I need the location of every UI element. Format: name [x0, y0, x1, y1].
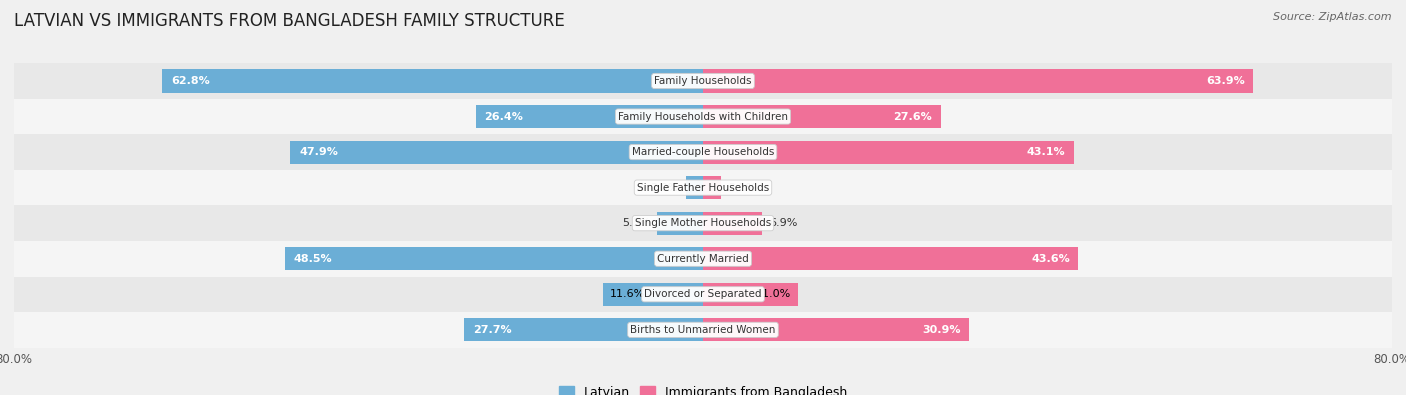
- Bar: [703, 318, 969, 341]
- Bar: [464, 318, 703, 341]
- Text: 27.6%: 27.6%: [893, 111, 932, 122]
- Text: LATVIAN VS IMMIGRANTS FROM BANGLADESH FAMILY STRUCTURE: LATVIAN VS IMMIGRANTS FROM BANGLADESH FA…: [14, 12, 565, 30]
- Bar: [658, 212, 703, 235]
- Text: 43.1%: 43.1%: [1026, 147, 1066, 157]
- Text: Currently Married: Currently Married: [657, 254, 749, 264]
- Text: 30.9%: 30.9%: [922, 325, 960, 335]
- Text: Divorced or Separated: Divorced or Separated: [644, 289, 762, 299]
- Bar: [703, 70, 1253, 92]
- Text: 26.4%: 26.4%: [484, 111, 523, 122]
- Text: Births to Unmarried Women: Births to Unmarried Women: [630, 325, 776, 335]
- Bar: [475, 105, 703, 128]
- Text: Single Mother Households: Single Mother Households: [636, 218, 770, 228]
- Text: 62.8%: 62.8%: [170, 76, 209, 86]
- Legend: Latvian, Immigrants from Bangladesh: Latvian, Immigrants from Bangladesh: [554, 381, 852, 395]
- FancyBboxPatch shape: [14, 63, 1392, 99]
- Bar: [603, 283, 703, 306]
- Text: 48.5%: 48.5%: [294, 254, 333, 264]
- Bar: [703, 212, 762, 235]
- Bar: [703, 176, 721, 199]
- FancyBboxPatch shape: [14, 134, 1392, 170]
- Text: 27.7%: 27.7%: [472, 325, 512, 335]
- Text: 11.0%: 11.0%: [755, 289, 790, 299]
- Text: 2.1%: 2.1%: [728, 182, 756, 193]
- FancyBboxPatch shape: [14, 205, 1392, 241]
- Bar: [162, 70, 703, 92]
- FancyBboxPatch shape: [14, 99, 1392, 134]
- Bar: [703, 141, 1074, 164]
- Text: Single Father Households: Single Father Households: [637, 182, 769, 193]
- Text: Family Households: Family Households: [654, 76, 752, 86]
- Text: Married-couple Households: Married-couple Households: [631, 147, 775, 157]
- Bar: [703, 247, 1078, 270]
- Text: 47.9%: 47.9%: [299, 147, 337, 157]
- Text: 43.6%: 43.6%: [1031, 254, 1070, 264]
- Text: 2.0%: 2.0%: [651, 182, 679, 193]
- Bar: [686, 176, 703, 199]
- Text: Source: ZipAtlas.com: Source: ZipAtlas.com: [1274, 12, 1392, 22]
- Text: 6.9%: 6.9%: [769, 218, 797, 228]
- Bar: [703, 105, 941, 128]
- Bar: [291, 141, 703, 164]
- Text: 63.9%: 63.9%: [1206, 76, 1244, 86]
- Text: 5.3%: 5.3%: [623, 218, 651, 228]
- Text: 11.6%: 11.6%: [610, 289, 645, 299]
- FancyBboxPatch shape: [14, 170, 1392, 205]
- Bar: [703, 283, 797, 306]
- FancyBboxPatch shape: [14, 276, 1392, 312]
- FancyBboxPatch shape: [14, 312, 1392, 348]
- FancyBboxPatch shape: [14, 241, 1392, 276]
- Bar: [285, 247, 703, 270]
- Text: Family Households with Children: Family Households with Children: [619, 111, 787, 122]
